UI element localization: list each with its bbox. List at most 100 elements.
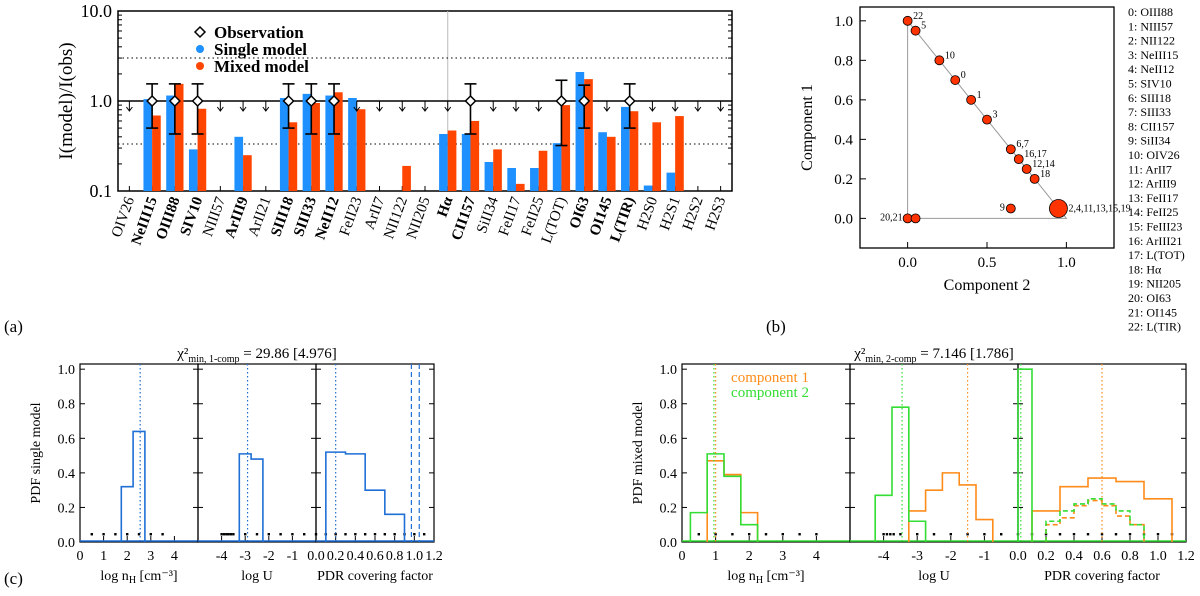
grid-sample-dot [798, 533, 801, 536]
x-axis-label: log U [241, 569, 273, 584]
bar-mixed-L(TOT) [561, 105, 571, 191]
bar-mixed-OIII88 [174, 83, 184, 191]
grid-sample-dot [354, 533, 357, 536]
bar-single-H2S1 [666, 172, 676, 191]
grid-sample-dot [422, 533, 426, 536]
x-tick-label: -2 [945, 549, 957, 564]
grid-sample-dot [314, 533, 318, 536]
scatter-point [1029, 173, 1040, 184]
subplot-frame [315, 363, 435, 543]
panel-c-single-model-pdf: χ²min, 1-comp = 29.86 [4.976] PDF single … [29, 346, 443, 586]
bar-single-OIII88 [166, 95, 175, 191]
scatter-point [934, 55, 945, 66]
y-tick-label: 0.2 [834, 172, 853, 188]
bar-single-CII157 [461, 133, 471, 191]
legend-observation: Observation [214, 23, 304, 42]
scatter-point [1013, 154, 1024, 165]
y-tick-label: 0.2 [660, 501, 678, 516]
x-tick-label: 1.0 [1149, 549, 1167, 564]
index-legend-entry: 9: SiII34 [1128, 134, 1170, 148]
bar-single-H2S0 [643, 185, 653, 191]
grid-sample-dot [815, 533, 818, 536]
y-tick-label: 0.6 [58, 432, 76, 447]
x-tick-label: 1 [712, 549, 719, 564]
upper-limit-arrow [262, 101, 270, 112]
grid-sample-dot [1000, 533, 1003, 536]
x-tick-label: 0.2 [1037, 549, 1055, 564]
upper-limit-arrow [671, 101, 679, 112]
grid-sample-dot [137, 533, 141, 536]
legend-component-1: component 1 [731, 370, 809, 386]
y-tick-label: 1.0 [660, 363, 678, 378]
bar-mixed-L(TIR) [629, 111, 639, 191]
panel-label-a: (a) [4, 317, 23, 336]
index-legend-entry: 7: SIII33 [1128, 105, 1171, 119]
x-tick-label: 0.8 [386, 549, 404, 564]
bar-single-SIII18 [279, 97, 289, 191]
pdf-histogram [325, 451, 406, 542]
x-tick-label: 0.5 [978, 255, 997, 271]
scatter-point [902, 15, 913, 26]
bar-mixed-H2S0 [652, 122, 662, 191]
index-legend-entry: 11: ArII7 [1128, 162, 1172, 176]
grid-sample-dot [781, 533, 784, 536]
y-tick-label: 0.1 [90, 181, 113, 201]
x-axis-label: PDR covering factor [317, 569, 433, 584]
bar-mixed-FeII23 [356, 109, 366, 191]
observation-marker [555, 94, 568, 108]
x-tick-label: 0.0 [1009, 549, 1027, 564]
bar-single-FeII25 [530, 168, 539, 191]
point-label: 2,4,11,13,15,19 [1068, 203, 1130, 214]
y-axis-label: Component 1 [799, 84, 816, 171]
scatter-point [1005, 144, 1016, 155]
observation-marker [168, 94, 181, 108]
x-tick-label: 0.6 [1093, 549, 1111, 564]
grid-sample-dot [225, 533, 228, 536]
grid-sample-dot [161, 533, 164, 536]
point-label: 16,17 [1024, 149, 1047, 160]
upper-limit-arrow [376, 101, 383, 112]
upper-limit-arrow [649, 101, 656, 112]
scatter-point [950, 75, 961, 85]
legend-component-2: component 2 [731, 385, 809, 401]
panel-label-c: (c) [4, 569, 23, 588]
bar-mixed-FeII25 [538, 150, 548, 191]
scatter-point [910, 25, 921, 36]
upper-limit-arrow [353, 101, 361, 112]
panel-b-scatter: 0.0 0.5 1.0 0.0 0.2 0.4 0.6 0.8 1.0 Component 2 Co… [799, 5, 1185, 334]
index-legend-entry: 13: FeII17 [1128, 191, 1178, 205]
point-label: 9 [1000, 202, 1005, 213]
subplot-frame [197, 363, 317, 543]
pdf-histogram-component-1 [1031, 477, 1173, 542]
index-legend-entry: 4: NeII12 [1128, 62, 1174, 76]
index-legend-entry: 19: NII205 [1128, 277, 1181, 291]
bar-single-SIV10 [188, 149, 198, 191]
grid-sample-dot [1086, 533, 1090, 536]
index-legend-entry: 6: SIII18 [1128, 91, 1171, 105]
grid-sample-dot [714, 533, 717, 536]
index-legend-entry: 2: NII122 [1128, 34, 1175, 48]
observation-marker [305, 94, 318, 108]
bar-single-ArIII9 [234, 136, 244, 191]
index-legend-entry: 22: L(TIR) [1128, 320, 1181, 334]
grid-sample-dot [114, 533, 117, 536]
pdf-histogram-component-1 [908, 472, 994, 542]
bar-mixed-ArIII9 [243, 155, 252, 191]
legend-mixed: Mixed model [214, 57, 309, 76]
grid-sample-dot [334, 533, 337, 536]
index-legend-entry: 12: ArIII9 [1128, 177, 1176, 191]
x-tick-label: 0 [679, 549, 686, 564]
y-tick-label: 0.0 [834, 211, 853, 227]
x-tick-label: 0.2 [327, 549, 345, 564]
index-legend-entry: 3: NeIII15 [1128, 48, 1178, 62]
grid-sample-dot [227, 533, 230, 536]
scatter-point [910, 213, 921, 224]
chi-square-title: χ²min, 2-comp = 7.146 [1.786] [853, 346, 1013, 365]
y-tick-label: 0.4 [58, 467, 76, 482]
observation-marker [327, 94, 341, 108]
panel-c-mixed-model-pdf: χ²min, 2-comp = 7.146 [1.786] PDF mixed m… [631, 346, 1195, 586]
x-tick-label: 1.0 [406, 549, 424, 564]
grid-sample-dot [303, 533, 306, 536]
x-tick-label: -3 [911, 549, 923, 564]
observation-marker [464, 94, 477, 108]
